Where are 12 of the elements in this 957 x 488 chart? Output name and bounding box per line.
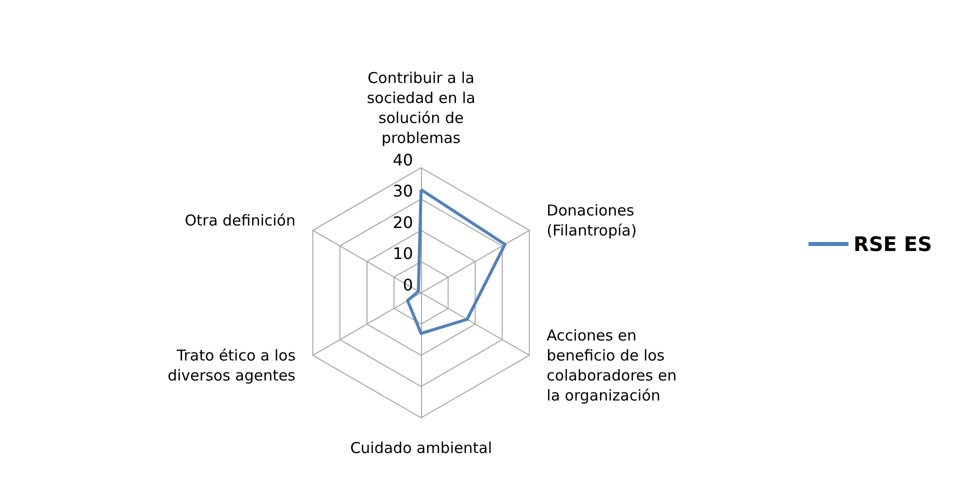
y-tick-label: 40 (392, 150, 414, 170)
spoke-label: Acciones en beneficio de los colaboradores en la organización (546, 326, 677, 404)
y-tick-label: 20 (392, 212, 414, 232)
spoke-label: Contribuir a la sociedad en la solución de problemas (366, 68, 476, 147)
spoke-label: Donaciones (Filantropía) (546, 201, 637, 240)
y-tick-label: 30 (392, 182, 414, 201)
spoke-label: Otra definición (184, 211, 296, 230)
y-tick-label: 0 (402, 275, 414, 294)
spoke-label: Trato ético a los diversos agentes (168, 346, 296, 384)
legend-label: RSE ES (854, 232, 932, 256)
y-tick-label: 10 (392, 244, 414, 264)
spoke-label: Cuidado ambiental (350, 438, 492, 457)
